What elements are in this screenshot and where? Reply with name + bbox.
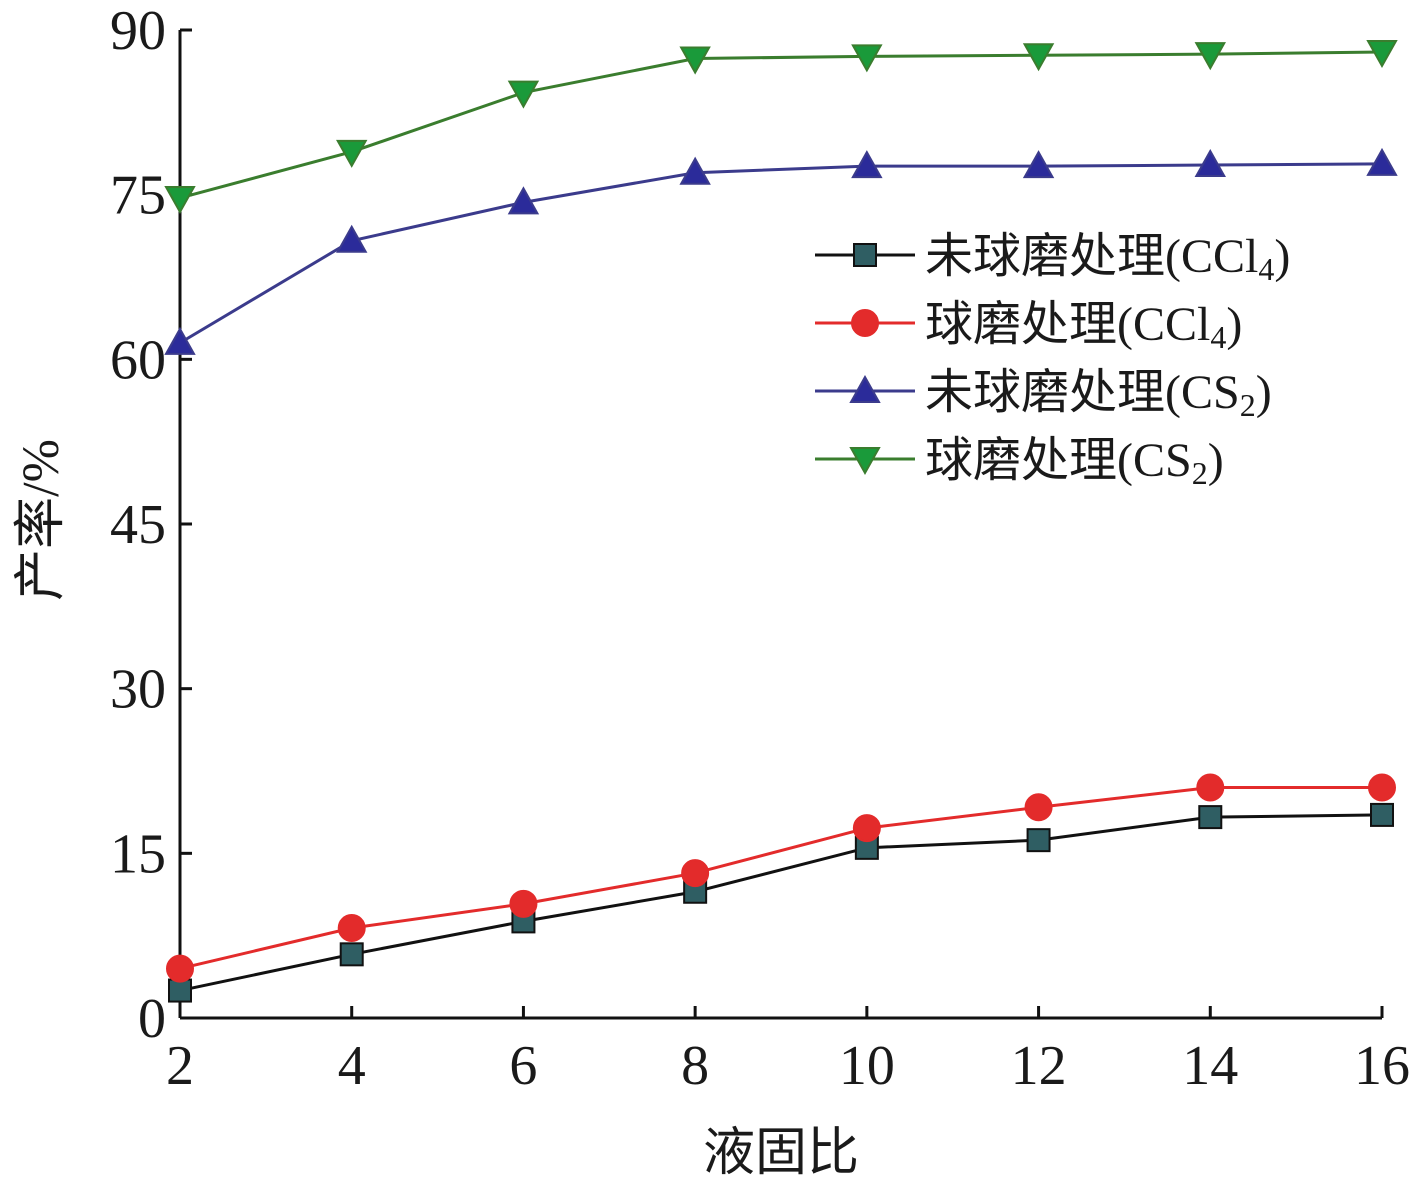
data-point	[1022, 43, 1055, 72]
data-point	[681, 859, 710, 888]
data-point	[1194, 42, 1226, 71]
series-2	[166, 773, 1396, 983]
legend-label-main: 球磨处理(CCl	[925, 298, 1210, 351]
y-tick-label: 30	[110, 659, 166, 721]
data-point	[1368, 773, 1396, 802]
x-tick-label: 10	[839, 1035, 895, 1097]
legend-marker	[849, 374, 881, 403]
legend-label-main: 未球磨处理(CS	[925, 366, 1240, 419]
x-tick-label: 2	[166, 1035, 194, 1097]
data-point	[166, 954, 194, 983]
data-point	[1026, 828, 1051, 853]
x-tick-label: 4	[338, 1035, 366, 1097]
legend-label-main: 球磨处理(CS	[925, 434, 1192, 487]
legend-item: 球磨处理(CCl4)	[815, 298, 1242, 355]
data-point	[336, 224, 368, 253]
legend-label-subscript: 2	[1192, 455, 1208, 491]
y-tick-label: 60	[110, 329, 166, 391]
y-tick-label: 45	[110, 494, 166, 556]
data-point	[1198, 805, 1223, 830]
x-tick-label: 6	[509, 1035, 537, 1097]
data-point	[1196, 773, 1225, 802]
y-tick-label: 75	[110, 165, 166, 227]
legend-label-main: 未球磨处理(CCl	[925, 230, 1258, 283]
data-point	[164, 326, 196, 355]
x-tick-label: 14	[1182, 1035, 1238, 1097]
x-tick-label: 8	[681, 1035, 709, 1097]
legend-label-subscript: 2	[1240, 387, 1256, 423]
data-point	[679, 46, 711, 75]
data-point	[509, 889, 538, 918]
legend-label-suffix: )	[1226, 298, 1242, 351]
data-point	[337, 913, 366, 942]
series-1	[168, 802, 1394, 1003]
series-4	[164, 39, 1398, 215]
legend-label-suffix: )	[1256, 366, 1272, 419]
legend-marker	[851, 309, 879, 337]
y-axis-label: 产率/%	[13, 439, 70, 601]
data-point	[679, 156, 711, 185]
data-point	[164, 185, 196, 215]
legend-label: 未球磨处理(CCl4)	[925, 230, 1290, 287]
data-point	[851, 44, 883, 73]
series-3	[164, 147, 1398, 355]
legend-item: 未球磨处理(CCl4)	[815, 230, 1290, 287]
data-point	[851, 150, 883, 179]
series-line	[179, 813, 1383, 993]
legend-label-subscript: 4	[1210, 319, 1226, 355]
x-tick-label: 12	[1011, 1035, 1067, 1097]
data-point	[1194, 148, 1226, 178]
data-point	[336, 139, 368, 168]
y-tick-label: 15	[110, 823, 166, 885]
data-point	[1370, 802, 1394, 827]
series-line	[179, 162, 1383, 345]
legend-label-suffix: )	[1208, 434, 1224, 487]
legend-marker	[849, 447, 881, 476]
data-point	[1024, 793, 1053, 822]
data-point	[507, 186, 540, 215]
data-point	[507, 80, 540, 109]
data-point	[1022, 150, 1055, 179]
x-axis-label: 液固比	[703, 1125, 859, 1181]
legend-label: 未球磨处理(CS2)	[925, 366, 1272, 423]
series-line	[179, 785, 1382, 971]
legend-item: 未球磨处理(CS2)	[815, 366, 1272, 423]
y-tick-label: 90	[110, 0, 166, 62]
data-point	[852, 814, 881, 843]
data-point	[168, 978, 192, 1003]
data-point	[1366, 39, 1398, 69]
legend: 未球磨处理(CCl4)球磨处理(CCl4)未球磨处理(CS2)球磨处理(CS2)	[815, 230, 1290, 491]
y-tick-label: 0	[138, 988, 166, 1050]
legend-marker	[853, 243, 877, 267]
legend-item: 球磨处理(CS2)	[815, 434, 1224, 491]
series-line	[179, 50, 1383, 200]
data-point	[1366, 147, 1398, 176]
legend-label: 球磨处理(CS2)	[925, 434, 1224, 491]
x-tick-label: 16	[1354, 1035, 1410, 1097]
data-point	[339, 942, 364, 967]
series-layer	[164, 39, 1398, 1003]
legend-label: 球磨处理(CCl4)	[925, 298, 1242, 355]
legend-label-subscript: 4	[1258, 251, 1274, 287]
legend-label-suffix: )	[1274, 230, 1290, 283]
